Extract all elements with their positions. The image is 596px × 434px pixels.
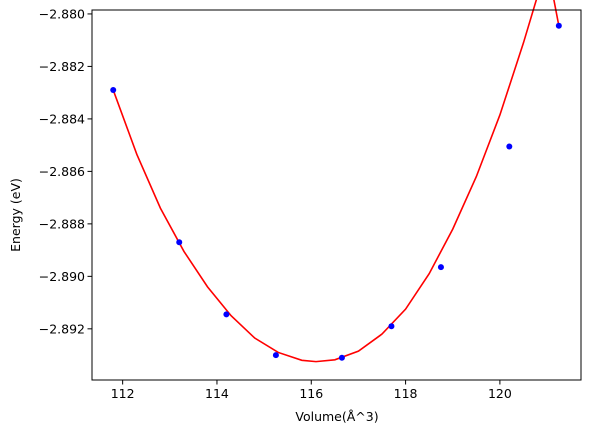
data-point xyxy=(555,22,562,29)
axes: 112 114 116 118 120 −2.892 −2.890 −2.888 −2.886 −… xyxy=(39,6,582,401)
data-point xyxy=(110,87,117,94)
x-tick-label: 120 xyxy=(488,386,512,401)
plot-area xyxy=(110,0,562,363)
y-axis-title: Energy (eV) xyxy=(8,178,23,252)
x-axis-label: Volume(Å^3) xyxy=(295,409,378,424)
y-tick-label: −2.886 xyxy=(39,164,85,179)
y-tick-label: −2.892 xyxy=(39,321,85,336)
x-tick-label: 116 xyxy=(299,386,323,401)
x-tick-label: 118 xyxy=(394,386,418,401)
fit-curve-line xyxy=(112,0,560,363)
x-tick-label: 112 xyxy=(111,386,135,401)
data-point xyxy=(338,354,345,361)
data-point xyxy=(272,352,279,359)
data-point xyxy=(176,239,183,246)
y-tick-label: −2.880 xyxy=(39,6,85,21)
y-tick-label: −2.888 xyxy=(39,216,85,231)
y-axis-label: Energy (eV) xyxy=(8,178,23,252)
data-point xyxy=(437,264,444,271)
plot-frame xyxy=(91,9,582,381)
y-tick-label: −2.884 xyxy=(39,111,85,126)
y-tick-label: −2.882 xyxy=(39,59,85,74)
x-tick-label: 114 xyxy=(205,386,229,401)
y-tick-label: −2.890 xyxy=(39,269,85,284)
data-point xyxy=(388,323,395,330)
data-point xyxy=(506,143,513,150)
data-point xyxy=(223,311,230,318)
x-axis-title: Volume(Å^3) xyxy=(295,409,378,424)
